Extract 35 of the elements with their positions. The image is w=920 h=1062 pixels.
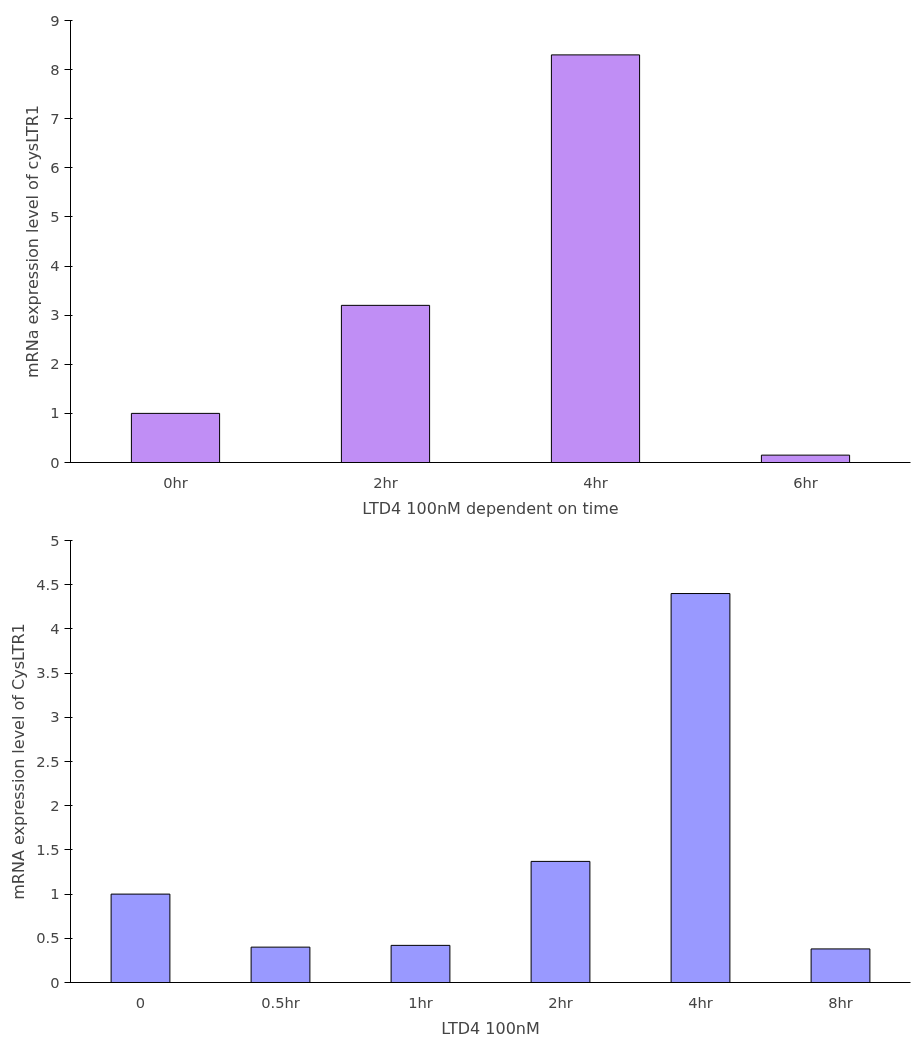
x-tick-label: 4hr (583, 473, 609, 491)
x-axis-title: LTD4 100nM dependent on time (362, 498, 619, 518)
x-tick-label: 8hr (828, 993, 854, 1011)
y-tick-label: 2 (50, 796, 60, 814)
y-axis-title: mRNA expression level of CysLTR1 (9, 623, 29, 900)
x-tick-label: 0 (135, 993, 146, 1011)
y-tick-label: 9 (50, 11, 60, 29)
y-tick-label: 3 (50, 306, 60, 324)
y-tick-label: 4 (50, 619, 60, 637)
y-tick-label: 2.5 (36, 752, 60, 770)
y-tick-label: 5 (50, 531, 60, 549)
x-tick-label: 0hr (163, 473, 189, 491)
x-tick-label: 2hr (548, 993, 574, 1011)
y-tick-label: 5 (50, 207, 60, 225)
y-tick-label: 7 (50, 109, 60, 127)
y-tick-label: 8 (50, 60, 60, 78)
x-tick-label: 4hr (688, 993, 714, 1011)
x-tick-label: 0.5hr (261, 993, 301, 1011)
x-axis-title: LTD4 100nM (441, 1018, 540, 1038)
y-tick-label: 3 (50, 708, 60, 726)
x-tick-label: 6hr (793, 473, 819, 491)
y-tick-label: 6 (50, 158, 60, 176)
y-tick-label: 0.5 (36, 929, 60, 947)
y-axis-title: mRNa expression level of cysLTR1 (23, 105, 43, 378)
y-tick-label: 2 (50, 355, 60, 373)
y-tick-label: 4.5 (36, 575, 60, 593)
y-tick-label: 0 (50, 453, 60, 471)
y-tick-label: 1 (50, 885, 60, 903)
y-tick-label: 4 (50, 257, 60, 275)
y-tick-label: 1.5 (36, 840, 60, 858)
x-tick-label: 1hr (408, 993, 434, 1011)
y-tick-label: 0 (50, 973, 60, 991)
y-tick-label: 1 (50, 404, 60, 422)
y-tick-label: 3.5 (36, 664, 60, 682)
x-tick-label: 2hr (373, 473, 399, 491)
